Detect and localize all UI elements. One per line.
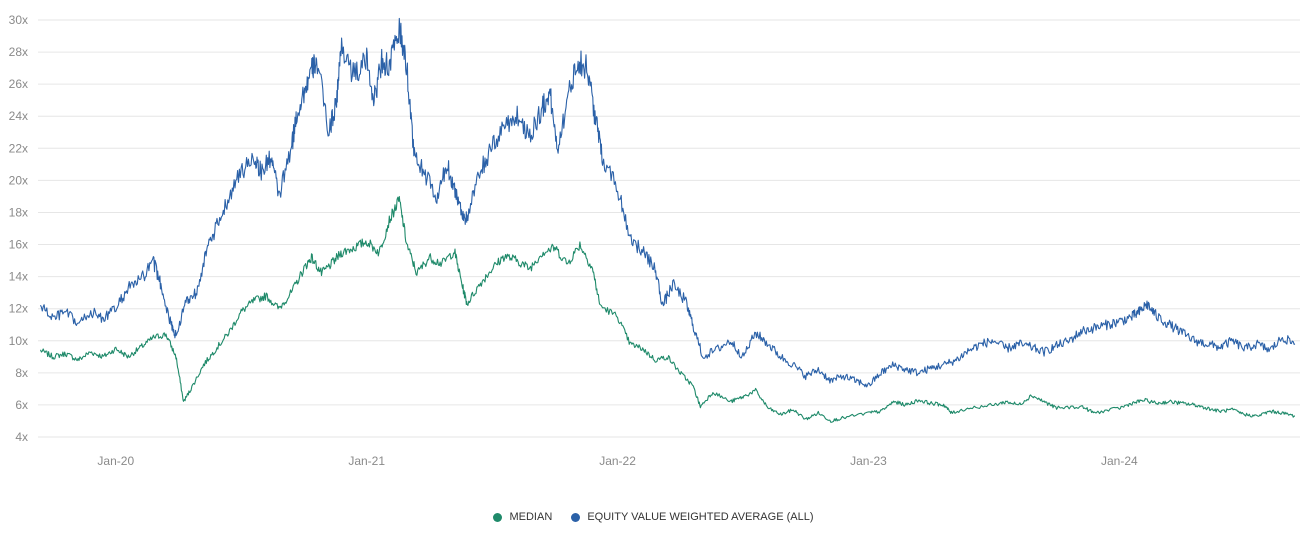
y-tick-label: 18x <box>9 205 28 219</box>
x-tick-label: Jan-24 <box>1101 454 1138 468</box>
y-tick-label: 4x <box>15 430 28 444</box>
y-tick-label: 26x <box>9 77 28 91</box>
series-lines <box>39 17 1296 423</box>
line-chart: 4x6x8x10x12x14x16x18x20x22x24x26x28x30x … <box>9 13 1300 468</box>
y-tick-label: 30x <box>9 13 28 27</box>
legend-dot-weighted-average <box>571 512 581 522</box>
y-tick-label: 24x <box>9 109 28 123</box>
x-axis-ticks: Jan-20 Jan-21 Jan-22 Jan-23 Jan-24 <box>97 454 1138 468</box>
legend-label-weighted-average: EQUITY VALUE WEIGHTED AVERAGE (ALL) <box>587 511 814 523</box>
legend: MEDIAN EQUITY VALUE WEIGHTED AVERAGE (AL… <box>0 511 1307 525</box>
y-tick-label: 16x <box>9 238 28 252</box>
legend-dot-median <box>493 512 503 522</box>
series-line-median[interactable] <box>39 196 1296 423</box>
y-tick-label: 12x <box>9 302 28 316</box>
x-tick-label: Jan-21 <box>348 454 385 468</box>
series-line-weighted-average[interactable] <box>40 17 1296 388</box>
x-tick-label: Jan-20 <box>97 454 134 468</box>
gridlines <box>38 19 1300 438</box>
y-tick-label: 28x <box>9 45 28 59</box>
legend-label-median: MEDIAN <box>509 511 553 523</box>
y-tick-label: 22x <box>9 141 28 155</box>
legend-item-weighted-average[interactable]: EQUITY VALUE WEIGHTED AVERAGE (ALL) <box>571 511 814 523</box>
y-tick-label: 8x <box>15 366 28 380</box>
y-tick-label: 6x <box>15 398 28 412</box>
y-tick-label: 10x <box>9 334 28 348</box>
legend-item-median[interactable]: MEDIAN <box>493 511 552 523</box>
y-tick-label: 20x <box>9 173 28 187</box>
x-tick-label: Jan-23 <box>850 454 887 468</box>
y-axis-ticks: 4x 6x 8x 10x 12x 14x 16x 18x 20x 22x 24x 26x 28x 30x <box>9 13 28 444</box>
y-tick-label: 14x <box>9 270 28 284</box>
x-tick-label: Jan-22 <box>599 454 636 468</box>
